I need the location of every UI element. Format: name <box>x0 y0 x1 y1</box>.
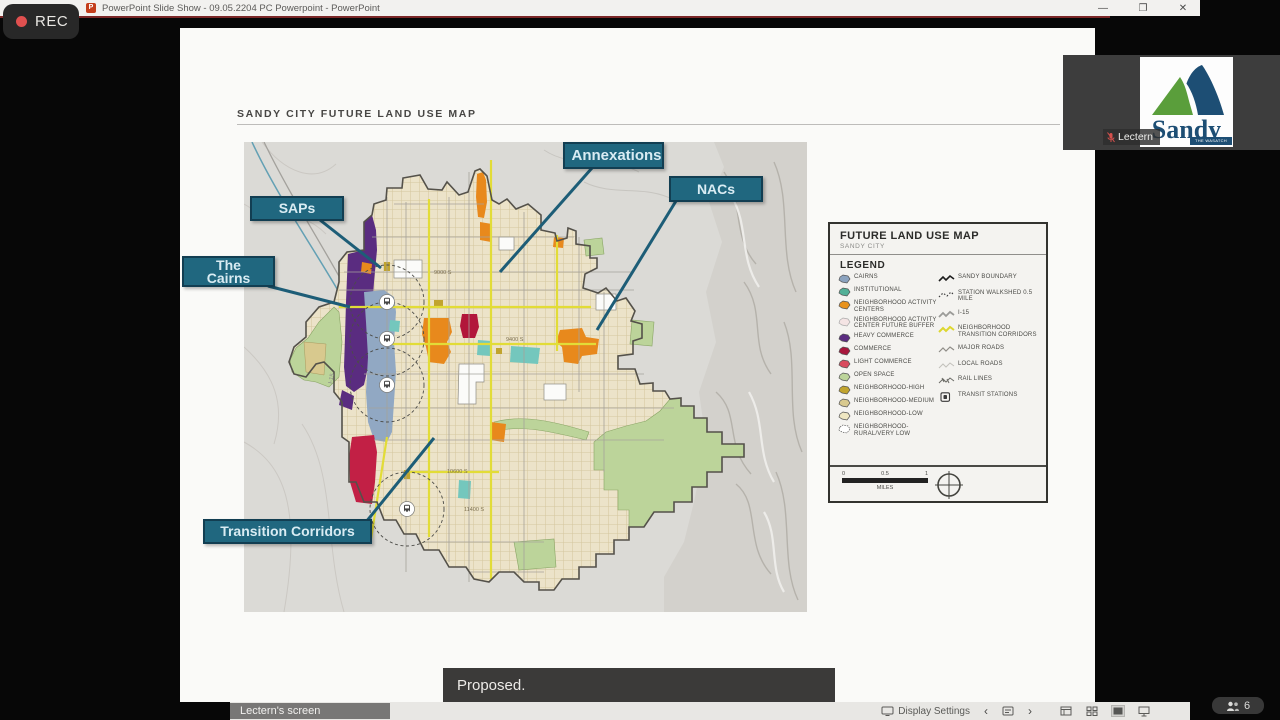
road-label-9000s: 9000 S <box>434 270 452 276</box>
recording-dot-icon <box>16 16 27 27</box>
previous-slide-button[interactable]: ‹ <box>984 704 988 718</box>
legend-item-transition-corridors: NEIGHBORHOOD TRANSITION CORRIDORS <box>938 325 1038 339</box>
muted-mic-icon <box>1107 131 1115 142</box>
window-title: PowerPoint Slide Show - 09.05.2204 PC Po… <box>102 2 380 14</box>
scale-tick-1: 1 <box>924 471 928 477</box>
legend-item-neighborhood-medium: NEIGHBORHOOD-MEDIUM <box>838 398 938 408</box>
legend-item-major-roads: MAJOR ROADS <box>938 345 1038 354</box>
reading-view-icon <box>1113 707 1123 715</box>
callout-saps-label: SAPs <box>278 200 316 216</box>
legend-item-activity-centers: NEIGHBORHOOD ACTIVITY CENTERS <box>838 300 938 314</box>
window-titlebar: P PowerPoint Slide Show - 09.05.2204 PC … <box>0 0 1200 16</box>
legend-footer: 0 0.5 1 MILES <box>830 465 1046 501</box>
participant-name: Lectern <box>1118 131 1154 143</box>
callout-saps[interactable]: SAPs <box>250 196 344 221</box>
webcam-tile[interactable]: Sandy THE WASATCH Lectern <box>1063 55 1280 150</box>
close-button[interactable]: ✕ <box>1178 2 1188 14</box>
legend-item-commerce: COMMERCE <box>838 346 938 356</box>
legend-item-station-walkshed: STATION WALKSHED 0.5 MILE <box>938 290 1038 304</box>
legend-item-future-buffer: NEIGHBORHOOD ACTIVITY CENTER FUTURE BUFF… <box>838 317 938 331</box>
recording-indicator[interactable]: REC <box>3 4 79 39</box>
sandy-mountain-icon <box>1152 65 1224 115</box>
legend-item-institutional: INSTITUTIONAL <box>838 287 938 297</box>
legend-item-neighborhood-rural: NEIGHBORHOOD-RURAL/VERY LOW <box>838 424 938 438</box>
presentation-slide: SANDY CITY FUTURE LAND USE MAP <box>180 28 1095 702</box>
slide-menu-icon <box>1002 706 1014 716</box>
legend-item-neighborhood-high: NEIGHBORHOOD-HIGH <box>838 385 938 395</box>
participants-icon <box>1226 701 1239 711</box>
next-slide-button[interactable]: › <box>1028 704 1032 718</box>
slide-menu-button[interactable] <box>1002 706 1014 716</box>
mountain-terrain <box>244 142 807 612</box>
map-legend: FUTURE LAND USE MAP SANDY CITY LEGEND CA… <box>828 222 1048 503</box>
compass-icon <box>935 471 963 499</box>
display-settings-label: Display Settings <box>898 705 970 717</box>
normal-view-button[interactable] <box>1060 706 1072 716</box>
display-settings-icon <box>881 706 894 716</box>
road-label-10600s: 10600 S <box>447 469 468 475</box>
grid-view-icon <box>1086 706 1098 716</box>
participants-count: 6 <box>1243 699 1251 712</box>
legend-item-heavy-commerce: HEAVY COMMERCE <box>838 333 938 343</box>
cairns-zone <box>364 290 396 442</box>
participant-nametag: Lectern <box>1103 129 1161 145</box>
legend-item-light-commerce: LIGHT COMMERCE <box>838 359 938 369</box>
slideshow-view-button[interactable] <box>1138 706 1150 717</box>
scale-tick-0: 0 <box>842 471 846 477</box>
scale-bar: 0 0.5 1 MILES <box>842 471 928 491</box>
callout-transition-corridors-label: Transition Corridors <box>220 523 355 539</box>
callout-the-cairns[interactable]: The Cairns <box>182 256 275 287</box>
grid-view-button[interactable] <box>1086 706 1098 716</box>
road-label-11400s: 11400 S <box>464 507 484 513</box>
commerce-center-zone <box>460 314 479 338</box>
normal-view-icon <box>1060 706 1072 716</box>
recording-label: REC <box>35 13 69 30</box>
legend-lines-column: SANDY BOUNDARY STATION WALKSHED 0.5 MILE… <box>938 274 1038 441</box>
legend-heading: LEGEND <box>840 260 886 271</box>
callout-nacs[interactable]: NACs <box>669 176 763 202</box>
legend-item-open-space: OPEN SPACE <box>838 372 938 382</box>
callout-transition-corridors[interactable]: Transition Corridors <box>203 519 372 544</box>
slide-title-rule <box>237 124 1060 125</box>
display-settings-button[interactable]: Display Settings <box>881 706 970 717</box>
legend-title: FUTURE LAND USE MAP <box>840 230 979 242</box>
callout-nacs-label: NACs <box>696 180 736 197</box>
legend-item-local-roads: LOCAL ROADS <box>938 361 1038 370</box>
callout-the-cairns-label: The Cairns <box>206 256 251 286</box>
callout-annexations[interactable]: Annexations <box>563 142 664 169</box>
legend-subtitle: SANDY CITY <box>840 243 885 250</box>
presenter-toolbar: Lectern's screen Display Settings ‹ › <box>230 702 1190 720</box>
neighborhood-medium-zone <box>303 341 327 376</box>
slide-title: SANDY CITY FUTURE LAND USE MAP <box>237 108 477 120</box>
legend-item-neighborhood-low: NEIGHBORHOOD-LOW <box>838 411 938 421</box>
restore-button[interactable]: ❐ <box>1138 2 1148 14</box>
scale-unit: MILES <box>876 485 894 491</box>
legend-item-transit-stations: TRANSIT STATIONS <box>938 392 1038 402</box>
callout-annexations-label: Annexations <box>571 147 662 164</box>
minimize-button[interactable]: — <box>1098 2 1108 14</box>
legend-item-sandy-boundary: SANDY BOUNDARY <box>938 274 1038 283</box>
slideshow-view-icon <box>1138 706 1150 716</box>
sandy-banner: THE WASATCH <box>1190 137 1232 145</box>
legend-landuse-column: CAIRNS INSTITUTIONAL NEIGHBORHOOD ACTIVI… <box>838 274 938 441</box>
scale-tick-05: 0.5 <box>881 471 889 477</box>
participants-badge[interactable]: 6 <box>1212 697 1264 714</box>
legend-item-rail-lines: RAIL LINES <box>938 376 1038 385</box>
sandy-logo: Sandy THE WASATCH <box>1140 57 1233 147</box>
shared-screen-label: Lectern's screen <box>230 703 390 719</box>
highway-label-i15: I-15 <box>328 372 336 384</box>
slide-caption: Proposed. <box>443 668 835 702</box>
road-label-9400s: 9400 S <box>506 337 524 343</box>
institutional-zones <box>389 320 540 499</box>
titlebar-accent-rule <box>0 16 1110 18</box>
reading-view-button[interactable] <box>1111 705 1125 717</box>
legend-item-i15: I-15 <box>938 310 1038 319</box>
powerpoint-icon: P <box>86 3 96 13</box>
legend-item-cairns: CAIRNS <box>838 274 938 284</box>
